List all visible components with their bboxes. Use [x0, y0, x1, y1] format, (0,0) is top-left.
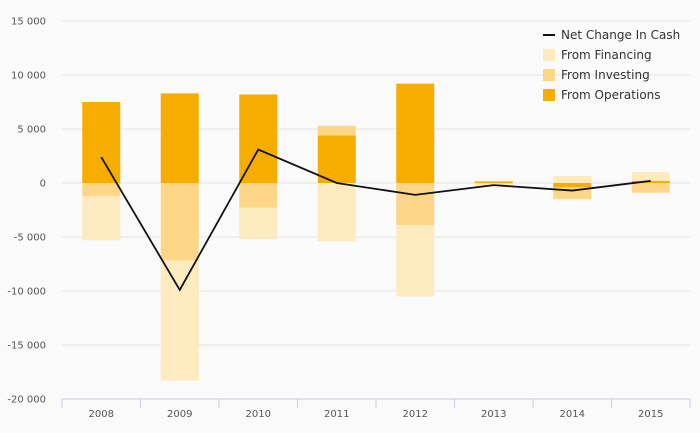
x-tick-label: 2008	[89, 409, 114, 420]
bar-from-financing-2009	[160, 260, 199, 381]
bar-from-financing-2014	[553, 175, 592, 183]
y-tick-label: 10 000	[11, 71, 46, 82]
bar-from-financing-2008	[82, 195, 121, 241]
bar-from-investing-2011	[317, 125, 356, 136]
y-tick-label: 0	[40, 179, 46, 190]
bar-from-investing-2008	[82, 183, 121, 196]
x-axis: 2008 2009 2010 2011 2012 2013 2014 2015	[61, 398, 691, 420]
bar-from-financing-2010	[239, 207, 278, 240]
bar-from-operations-2013	[474, 181, 513, 183]
y-tick-label: -10 000	[7, 287, 46, 298]
bar-from-operations-2011	[317, 135, 356, 183]
legend-label: From Operations	[561, 88, 661, 102]
legend-swatch	[543, 49, 555, 61]
bar-from-operations-2009	[160, 93, 199, 183]
x-tick-label: 2013	[481, 409, 506, 420]
y-tick-label: -20 000	[7, 395, 46, 406]
legend-label: From Financing	[561, 48, 652, 62]
bar-from-investing-2010	[239, 183, 278, 208]
y-tick-label: -5 000	[14, 233, 46, 244]
legend: Net Change In Cash From Financing From Inv…	[543, 28, 680, 102]
bar-from-financing-2011	[317, 183, 356, 242]
bar-from-operations-2008	[82, 102, 121, 183]
bar-from-investing-2012	[396, 183, 435, 226]
legend-swatch	[543, 69, 555, 81]
bar-series	[82, 83, 670, 381]
y-axis: 15 000 10 000 5 000 0 -5 000 -10 000 -15 000 -2…	[7, 17, 46, 406]
x-tick-label: 2012	[403, 409, 428, 420]
bar-from-investing-2009	[160, 183, 199, 261]
bar-from-financing-2015	[631, 172, 670, 181]
legend-swatch	[543, 89, 555, 101]
y-tick-label: -15 000	[7, 341, 46, 352]
x-tick-label: 2010	[246, 409, 271, 420]
net-change-in-cash-line	[100, 148, 651, 292]
y-tick-label: 15 000	[11, 17, 46, 28]
bar-from-investing-2014	[553, 187, 592, 200]
legend-label: Net Change In Cash	[561, 28, 680, 42]
x-tick-label: 2009	[167, 409, 192, 420]
x-tick-label: 2015	[638, 409, 663, 420]
bar-from-operations-2014	[553, 183, 592, 188]
x-tick-label: 2014	[560, 409, 585, 420]
bar-from-operations-2012	[396, 83, 435, 183]
bar-from-operations-2010	[239, 94, 278, 183]
bar-from-investing-2013	[474, 183, 513, 184]
y-tick-label: 5 000	[17, 125, 46, 136]
bar-from-investing-2015	[631, 183, 670, 193]
bar-from-operations-2015	[631, 180, 670, 183]
net-change-line	[100, 148, 651, 292]
legend-label: From Investing	[561, 68, 650, 82]
x-tick-label: 2011	[324, 409, 349, 420]
bar-from-financing-2012	[396, 225, 435, 297]
